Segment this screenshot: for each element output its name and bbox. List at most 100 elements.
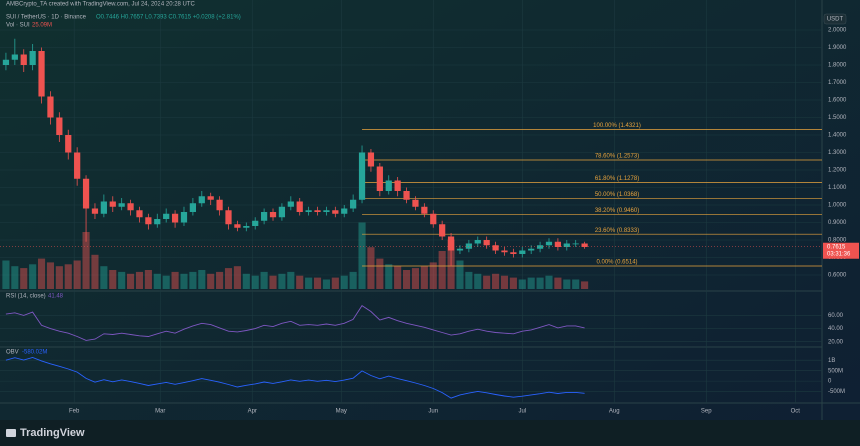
volume-bar [46,262,55,289]
candle-body [56,117,63,135]
volume-bar [82,232,90,289]
candle-body [563,243,570,247]
candle-body [216,199,223,211]
candle-body [38,51,45,97]
candle-body [100,201,107,214]
candle-body [465,243,472,249]
x-tick-label: Oct [791,409,801,415]
candle-body [447,236,455,251]
rsi-value: 41.48 [48,294,64,300]
candle-body [198,196,205,204]
y-tick-label: 0.6000 [828,273,847,279]
volume-bar [322,279,330,289]
x-tick-label: May [336,409,347,415]
volume-bar [11,266,19,289]
candle-body [367,152,375,167]
candle-body [430,213,437,225]
volume-bar [269,275,277,289]
logo[interactable]: TradingView [6,427,85,439]
volume-bar [91,254,99,289]
volume-bar [189,271,197,289]
y-tick-label: 0.9000 [828,220,847,226]
logo-text: TradingView [20,427,85,439]
volume-bar [394,266,402,289]
candle-body [287,201,294,207]
candle-body [314,210,321,212]
fib-label: 38.20% (0.9460) [595,208,639,214]
candle-body [412,199,419,207]
volume-bar [509,277,517,289]
candle-body [536,245,544,249]
fib-label: 78.60% (1.2573) [595,154,639,160]
currency: USDT [827,17,844,23]
volume-bar [438,251,446,289]
candle-body [171,213,179,223]
fib-label: 100.00% (1.4321) [593,123,641,129]
currency-box[interactable] [823,13,847,25]
candle-body [29,51,36,65]
volume-bar [331,277,339,289]
candle-body [225,210,232,225]
volume-bar [483,275,491,289]
volume-bar [456,260,464,289]
volume-bar [554,277,562,289]
volume-bar [198,270,206,289]
volume-bar [349,271,357,289]
volume-bar [581,281,589,289]
footer [0,420,860,446]
candle-body [74,152,81,179]
y-tick-label: 0 [828,379,832,385]
candle-body [20,54,27,65]
candle-body [278,206,286,218]
candle-body [483,240,490,246]
volume-bar [278,273,286,289]
volume-bar [527,277,535,289]
volume-bar [216,271,224,289]
volume-bar [572,279,580,289]
y-tick-label: 1.3000 [828,150,847,156]
indicator-line [5,304,585,341]
volume-bar [180,273,188,289]
candle-body [252,220,259,226]
candle-body [456,248,464,251]
y-tick-label: 1.9000 [828,45,847,51]
candle-body [109,201,116,207]
volume-bar [474,273,482,289]
volume-bar [411,268,420,289]
candle-body [394,180,401,191]
logo-icon [6,429,16,437]
volume-bar [100,266,108,289]
x-tick-label: Apr [248,409,257,415]
x-tick-label: Jun [428,409,438,415]
y-tick-label: 1.4000 [828,133,847,139]
candle-body [341,208,348,214]
candle-body [421,206,428,214]
candle-body [528,248,535,251]
y-tick-label: 1.2000 [828,168,847,174]
candle-body [136,210,143,218]
x-tick-label: Jul [518,409,526,415]
volume-bar [536,277,544,289]
volume-bar [162,275,170,289]
candle-body [154,219,161,225]
volume-bar [518,279,526,289]
candle-body [358,152,366,200]
symbol-title: SUI / TetherUS · 1D · Binance [6,15,87,21]
volume-bar [296,275,304,289]
candle-body [519,250,526,254]
candle-body [243,226,250,228]
candle-body [47,96,54,118]
fib-label: 23.60% (0.8333) [595,228,639,234]
rsi-title: RSI (14, close) [6,294,46,300]
volume-bar [29,264,37,289]
volume-bar [2,260,10,289]
fib-label: 61.80% (1.1278) [595,176,639,182]
y-tick-label: 1.0000 [828,203,847,209]
volume-bar [118,271,126,289]
candle-body [545,241,553,246]
volume-bar [73,260,81,289]
volume-bar [340,275,348,289]
volume-bar [305,277,313,289]
